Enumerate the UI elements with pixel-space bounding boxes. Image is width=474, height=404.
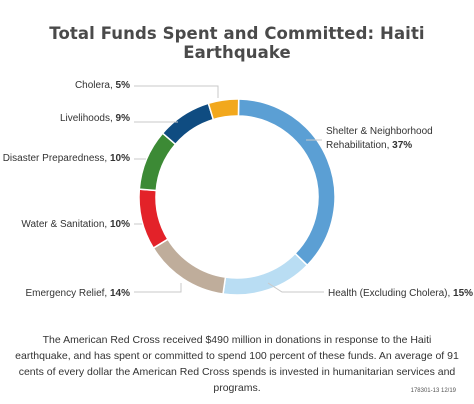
slice-label-4: Disaster Preparedness, 10% [3, 153, 130, 164]
donut-slice-6 [207, 98, 240, 121]
slice-percent-6: 5% [113, 80, 130, 91]
donut-slice-0 [237, 98, 336, 267]
donut-slices [138, 98, 336, 296]
donut-slice-4 [138, 132, 177, 192]
leader-line-2 [134, 283, 182, 293]
leader-line-1 [267, 282, 324, 293]
slice-percent-4: 10% [107, 153, 130, 164]
slice-percent-5: 9% [113, 113, 130, 124]
slice-label-2: Emergency Relief, 14% [26, 288, 131, 299]
leader-lines [134, 85, 324, 293]
slice-percent-3: 10% [107, 219, 130, 230]
donut-slice-1 [222, 252, 309, 296]
slice-label-6: Cholera, 5% [75, 80, 130, 91]
slice-percent-1: 15% [450, 288, 473, 299]
slice-label-3: Water & Sanitation, 10% [21, 219, 130, 230]
slice-label-1: Health (Excluding Cholera), 15% [328, 288, 473, 299]
donut-chart: Shelter & Neighborhood Rehabilitation, 37… [3, 80, 473, 299]
slice-labels: Shelter & Neighborhood Rehabilitation, 37… [3, 80, 473, 299]
leader-line-6 [134, 85, 219, 98]
donut-slice-2 [152, 238, 227, 295]
slice-label-0: Shelter & Neighborhood Rehabilitation, 37… [326, 126, 433, 151]
slice-percent-0: 37% [389, 140, 412, 151]
footnote: The American Red Cross received $490 mil… [15, 334, 459, 394]
donut-slice-3 [138, 188, 169, 250]
slice-label-5: Livelihoods, 9% [60, 113, 130, 124]
slice-percent-2: 14% [107, 288, 130, 299]
chart-title: Total Funds Spent and Committed: Haiti E… [49, 24, 425, 62]
donut-slice-5 [161, 102, 215, 146]
document-code: 178301-13 12/19 [410, 388, 456, 394]
